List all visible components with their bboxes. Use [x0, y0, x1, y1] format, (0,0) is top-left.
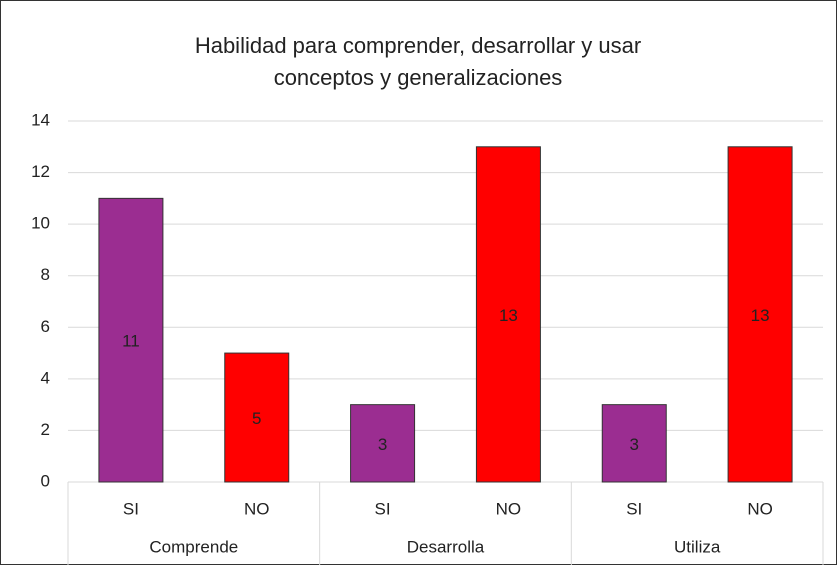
data-label: 11	[122, 332, 140, 351]
bar	[727, 146, 793, 483]
y-tick-label: 12	[31, 162, 50, 181]
x-tick-label: SI	[123, 499, 139, 518]
bar	[224, 352, 290, 483]
group-label: Utiliza	[674, 537, 721, 556]
x-tick-label: NO	[496, 499, 522, 518]
data-label: 3	[378, 435, 387, 454]
bar	[601, 404, 667, 483]
group-label: Comprende	[149, 537, 238, 556]
x-tick-label: NO	[244, 499, 270, 518]
data-label: 3	[630, 435, 639, 454]
y-tick-label: 4	[41, 368, 50, 387]
y-tick-label: 6	[41, 317, 50, 336]
chart-title: Habilidad para comprender, desarrollar y…	[194, 33, 642, 90]
bar	[475, 146, 541, 483]
bar	[98, 197, 164, 483]
group-label: Desarrolla	[407, 537, 485, 556]
y-tick-label: 2	[41, 420, 50, 439]
y-tick-label: 8	[41, 265, 50, 284]
bar	[350, 404, 416, 483]
x-tick-label: NO	[747, 499, 773, 518]
x-tick-label: SI	[626, 499, 642, 518]
data-label: 13	[499, 306, 518, 325]
data-label: 13	[751, 306, 770, 325]
y-tick-label: 10	[31, 214, 50, 233]
y-tick-label: 0	[41, 471, 50, 490]
x-tick-label: SI	[375, 499, 391, 518]
data-label: 5	[252, 409, 261, 428]
y-tick-label: 14	[31, 110, 50, 129]
